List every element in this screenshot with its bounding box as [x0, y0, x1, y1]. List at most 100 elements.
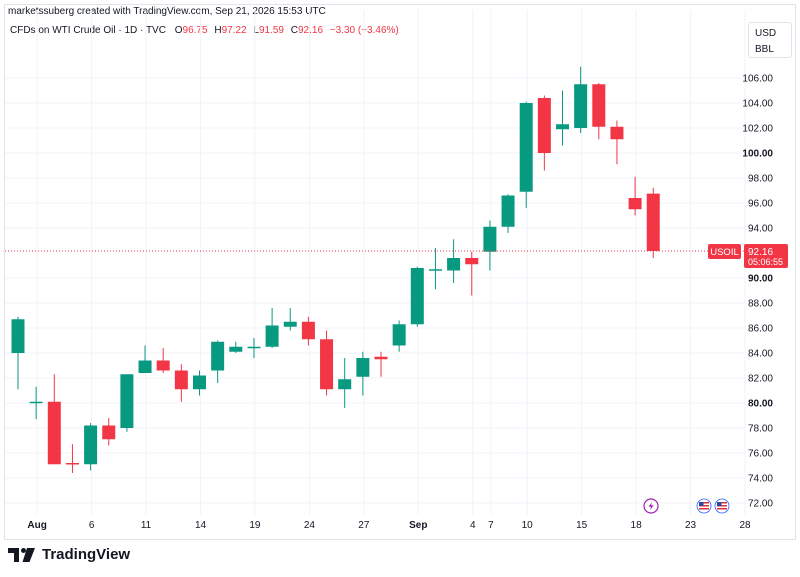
candle-body	[338, 379, 352, 390]
low-label: L	[253, 25, 259, 36]
time-tick-label: 6	[89, 520, 95, 531]
candle	[47, 374, 61, 465]
price-tick-label: 96.00	[748, 199, 773, 210]
unit-label: BBL	[755, 44, 774, 55]
candle-body	[646, 193, 660, 251]
time-tick-label: 18	[631, 520, 643, 531]
candle-body	[65, 463, 79, 465]
candle-body	[29, 401, 43, 404]
time-tick-label: 7	[488, 520, 494, 531]
candle	[392, 320, 406, 352]
candle-body	[84, 425, 98, 465]
chart-frame	[4, 4, 796, 540]
candle	[483, 220, 497, 271]
lightning-event-icon[interactable]	[643, 498, 659, 514]
candle-body	[120, 374, 134, 428]
candle-body	[501, 195, 515, 227]
last-price-tag: USOIL 92.16 05:06:55	[708, 244, 788, 268]
candle	[447, 239, 461, 283]
time-axis[interactable]: Aug 6 11 14 19 24 27 Sep 4 7 10 15 18 23 28	[27, 520, 751, 531]
candle	[628, 176, 642, 216]
candle	[410, 266, 424, 327]
currency-label: USD	[755, 28, 777, 39]
price-tick-label: 98.00	[748, 174, 773, 185]
open-value: 96.75	[182, 25, 208, 36]
price-tick-label: 94.00	[748, 224, 773, 235]
candle	[610, 120, 624, 165]
price-tick-label: 100.00	[742, 149, 773, 160]
candle	[138, 345, 152, 373]
candle-body	[211, 341, 225, 371]
candle-body	[556, 124, 569, 130]
price-tick-label: 78.00	[748, 424, 773, 435]
candle-body	[356, 358, 370, 377]
candle	[102, 418, 116, 446]
candle	[84, 423, 98, 471]
price-tag-value: 92.16	[748, 247, 773, 258]
time-tick-label: Sep	[409, 520, 427, 531]
candle-body	[392, 324, 406, 346]
price-tick-label: 84.00	[748, 349, 773, 360]
candle-body	[483, 226, 497, 252]
price-tick-label: 76.00	[748, 449, 773, 460]
time-tick-label: 23	[685, 520, 697, 531]
candle	[156, 348, 170, 373]
candle	[120, 374, 134, 432]
candle-body	[283, 321, 297, 327]
low-value: 91.59	[258, 25, 284, 36]
candle-body	[447, 258, 461, 271]
time-tick-label: 10	[522, 520, 534, 531]
symbol-description[interactable]: CFDs on WTI Crude Oil · 1D · TVC	[10, 25, 166, 36]
candle	[646, 187, 660, 259]
candle	[11, 316, 25, 390]
candle-body	[156, 360, 170, 371]
price-tick-label: 72.00	[748, 499, 773, 510]
candle-body	[265, 325, 279, 347]
candle	[283, 308, 297, 331]
candle-body	[574, 84, 588, 128]
candle-body	[628, 198, 642, 210]
time-tick-label: 24	[304, 520, 316, 531]
candle	[519, 101, 533, 208]
candle-body	[229, 346, 243, 352]
candle-body	[410, 268, 424, 325]
price-tick-label: 82.00	[748, 374, 773, 385]
currency-unit-button[interactable]: USD BBL	[748, 22, 792, 58]
candle-body	[592, 84, 606, 127]
price-tick-label: 74.00	[748, 474, 773, 485]
time-tick-label: 28	[739, 520, 751, 531]
candle-body	[374, 356, 388, 360]
candle	[592, 83, 606, 140]
candle-body	[301, 321, 315, 340]
symbol-tag-text: USOIL	[710, 247, 739, 258]
time-tick-label: 19	[249, 520, 261, 531]
candle	[65, 444, 79, 473]
us-flag-event-icon[interactable]	[714, 498, 730, 514]
us-flag-event-icon[interactable]	[696, 498, 712, 514]
price-axis[interactable]: 72.00 74.00 76.00 78.00 80.00 82.00 84.00 86.00…	[742, 74, 773, 510]
close-value: 92.16	[297, 25, 324, 36]
candle-body	[465, 258, 479, 265]
candle-body	[102, 425, 116, 440]
candle-body	[193, 375, 206, 390]
price-tick-label: 80.00	[748, 399, 773, 410]
close-label: C	[290, 25, 298, 36]
price-tick-label: 102.00	[742, 124, 773, 135]
candle	[556, 90, 569, 146]
price-tag-countdown: 05:06:55	[748, 257, 783, 267]
candle-body	[320, 339, 334, 390]
candle-body	[11, 319, 25, 353]
candle	[465, 251, 479, 296]
candle-body	[138, 360, 152, 373]
symbol-tag-bg	[708, 244, 741, 259]
tradingview-logo[interactable]: TradingView	[8, 546, 130, 563]
candle-body	[519, 103, 533, 192]
price-tick-label: 88.00	[748, 299, 773, 310]
candle	[29, 386, 43, 420]
time-tick-label: 27	[358, 520, 370, 531]
time-tick-label: 11	[141, 520, 152, 531]
candle-body	[247, 346, 261, 349]
price-tag-bg	[744, 244, 788, 268]
candle	[265, 308, 279, 348]
